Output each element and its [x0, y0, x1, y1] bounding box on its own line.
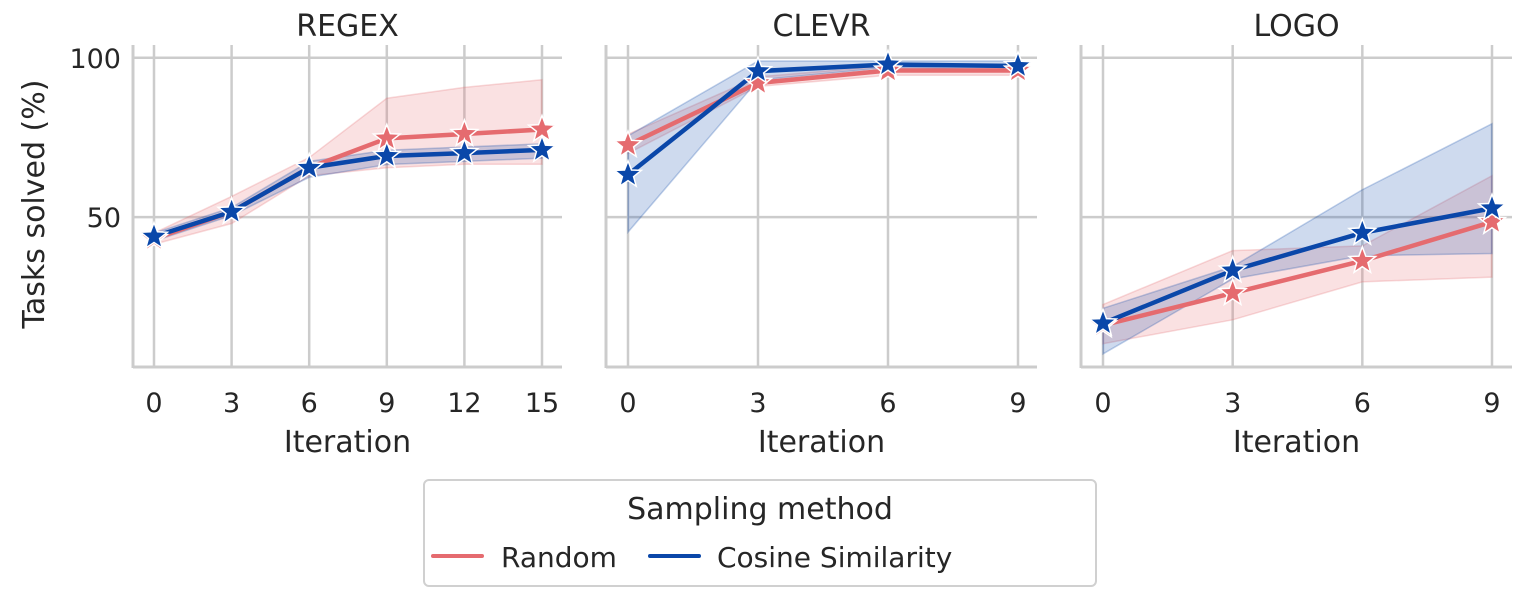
series-line-cosine-similarity: [1102, 206, 1493, 326]
panel-title: REGEX: [296, 9, 399, 44]
star-marker-cosine-similarity: [1002, 49, 1034, 80]
star-marker-random: [612, 128, 644, 159]
series-line-cosine-similarity: [153, 147, 543, 239]
legend-title: Sampling method: [627, 492, 893, 527]
y-tick-label: 100: [69, 44, 121, 75]
x-tick-label: 9: [1483, 388, 1500, 419]
series-line-cosine-similarity: [626, 62, 1019, 177]
star-marker-cosine-similarity: [872, 48, 904, 78]
confidence-band-cosine-similarity: [627, 60, 1019, 235]
x-tick-label: 3: [749, 388, 766, 419]
legend-label-random: Random: [501, 541, 617, 574]
star-marker-cosine-similarity: [1476, 192, 1508, 222]
star-marker-cosine-similarity: [1087, 307, 1119, 337]
star-marker-cosine-similarity: [138, 220, 170, 250]
panel-logo: LOGO 0 3 6 9 Iteration: [1079, 9, 1512, 460]
star-marker-cosine-similarity: [742, 54, 774, 85]
x-tick-label: 3: [223, 388, 240, 419]
x-tick-label: 9: [378, 388, 395, 419]
panel-title: CLEVR: [773, 9, 871, 44]
star-marker-cosine-similarity: [371, 139, 403, 170]
legend-label-cosine-similarity: Cosine Similarity: [717, 541, 952, 574]
x-axis-label: Iteration: [758, 425, 885, 460]
series-line-random: [1102, 219, 1493, 328]
star-marker-cosine-similarity: [526, 133, 558, 163]
x-axis-label: Iteration: [1233, 425, 1360, 460]
y-axis-label: Tasks solved (%): [17, 80, 52, 330]
star-marker-cosine-similarity: [612, 158, 644, 188]
series-line-random: [627, 68, 1018, 148]
x-tick-label: 6: [879, 388, 896, 419]
x-tick-label: 6: [301, 388, 318, 419]
x-tick-label: 0: [619, 388, 636, 419]
x-tick-label: 12: [447, 388, 481, 419]
panel-clevr: CLEVR 0 3 6 9 Iteration: [604, 9, 1037, 460]
panel-regex: REGEX 0 3 6 9 12 15 Iteration 50 100: [69, 9, 562, 460]
y-tick-label: 50: [87, 203, 121, 234]
x-tick-label: 3: [1224, 388, 1241, 419]
confidence-band-cosine-similarity: [1102, 122, 1493, 356]
x-tick-label: 0: [1094, 388, 1111, 419]
x-axis-label: Iteration: [284, 425, 411, 460]
star-marker-random: [742, 66, 774, 97]
panel-title: LOGO: [1253, 9, 1339, 44]
x-tick-label: 15: [525, 388, 559, 419]
x-tick-label: 9: [1009, 388, 1026, 419]
x-tick-label: 0: [145, 388, 162, 419]
legend-frame: [423, 479, 1097, 587]
star-marker-random: [1346, 244, 1378, 274]
star-marker-cosine-similarity: [449, 136, 480, 167]
legend: Sampling method Random Cosine Similarity: [423, 479, 1097, 587]
star-marker-cosine-similarity: [1346, 216, 1378, 246]
star-marker-random: [1476, 205, 1508, 236]
star-marker-cosine-similarity: [1217, 254, 1249, 284]
star-marker-cosine-similarity: [293, 151, 325, 181]
x-tick-label: 6: [1354, 388, 1371, 419]
star-marker-cosine-similarity: [216, 195, 247, 225]
star-marker-random: [1217, 276, 1249, 307]
